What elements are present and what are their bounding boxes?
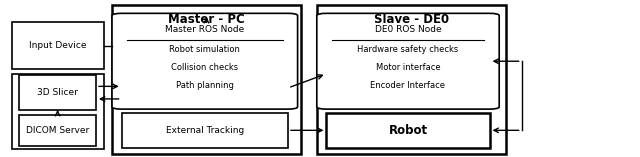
FancyBboxPatch shape [122, 113, 288, 148]
Text: Hardware safety checks: Hardware safety checks [357, 45, 459, 54]
Text: 3D Slicer: 3D Slicer [37, 88, 78, 97]
FancyBboxPatch shape [326, 113, 490, 148]
Text: Master - PC: Master - PC [168, 13, 244, 26]
Text: Slave - DE0: Slave - DE0 [374, 13, 449, 26]
FancyBboxPatch shape [112, 13, 298, 109]
Text: DE0 ROS Node: DE0 ROS Node [374, 25, 442, 34]
FancyBboxPatch shape [12, 22, 104, 69]
FancyBboxPatch shape [317, 5, 506, 154]
Text: Collision checks: Collision checks [172, 63, 238, 72]
FancyBboxPatch shape [19, 75, 96, 110]
Text: Robot simulation: Robot simulation [170, 45, 240, 54]
FancyBboxPatch shape [317, 13, 499, 109]
FancyBboxPatch shape [112, 5, 301, 154]
Text: Path planning: Path planning [176, 81, 234, 90]
Text: DICOM Server: DICOM Server [26, 126, 89, 135]
FancyBboxPatch shape [12, 74, 104, 149]
Text: Encoder Interface: Encoder Interface [371, 81, 445, 90]
Text: Input Device: Input Device [29, 41, 86, 50]
Text: Master ROS Node: Master ROS Node [165, 25, 244, 34]
Text: Robot: Robot [388, 124, 428, 137]
Text: Motor interface: Motor interface [376, 63, 440, 72]
Text: External Tracking: External Tracking [166, 126, 244, 135]
FancyBboxPatch shape [19, 115, 96, 146]
